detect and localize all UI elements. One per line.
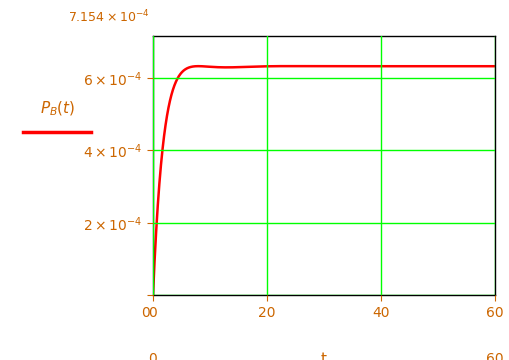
Text: $7.154\times10^{-4}$: $7.154\times10^{-4}$ bbox=[68, 9, 149, 26]
Text: 0: 0 bbox=[140, 306, 149, 320]
Text: 0: 0 bbox=[148, 352, 157, 360]
Text: t: t bbox=[320, 352, 326, 360]
Text: $P_{B}(t)$: $P_{B}(t)$ bbox=[40, 99, 75, 118]
Text: 60: 60 bbox=[485, 352, 502, 360]
